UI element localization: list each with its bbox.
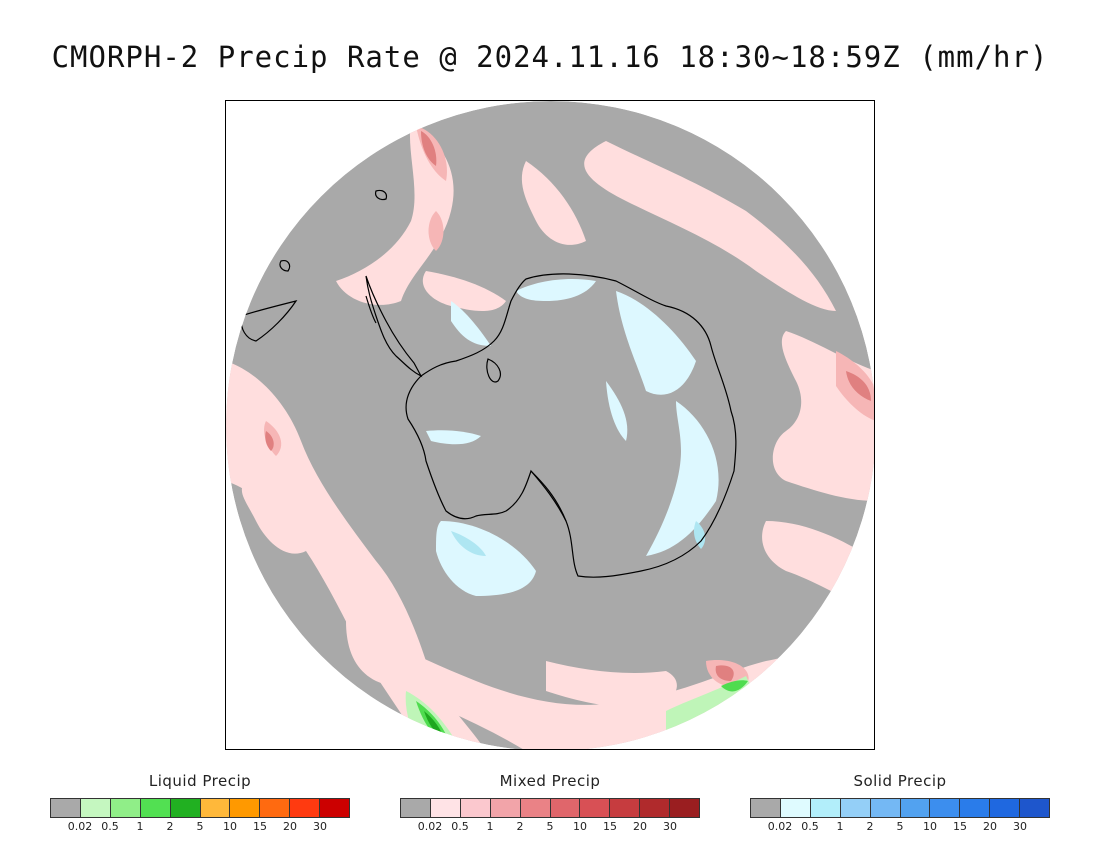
- legend-swatch: [580, 799, 611, 817]
- liquid-legend-title: Liquid Precip: [148, 772, 252, 790]
- mixed-precip-light-areas: [226, 121, 874, 749]
- legend-tick-label: 15: [253, 820, 267, 833]
- legend-tick-label: 10: [223, 820, 237, 833]
- legend-swatch: [140, 799, 171, 817]
- legend-swatch: [780, 799, 811, 817]
- new-zealand-coastline: [240, 300, 298, 342]
- mixed-legend-colorbar: [400, 798, 700, 818]
- coastline-group: [240, 189, 737, 578]
- antarctica-coastline: [405, 273, 737, 578]
- falkland-islands-coastline: [375, 189, 388, 201]
- antarctic-peninsula-coastline: [365, 275, 423, 378]
- polar-map-frame: [225, 100, 875, 750]
- legend-swatch: [840, 799, 871, 817]
- legend-swatch: [200, 799, 231, 817]
- legend-swatch: [930, 799, 961, 817]
- legend-swatch: [990, 799, 1021, 817]
- solid-precip-moderate-areas: [451, 521, 706, 556]
- legend-tick-label: 20: [633, 820, 647, 833]
- legend-tick-label: 1: [486, 820, 494, 833]
- precip-map: [226, 101, 874, 749]
- mixed-precip-legend: Mixed Precip 0.02 0.5 1 2 5 10 15 20 30: [400, 772, 700, 834]
- legend-tick-label: 2: [516, 820, 524, 833]
- legend-tick-label: 1: [136, 820, 144, 833]
- mixed-legend-ticks: 0.02 0.5 1 2 5 10 15 20 30: [400, 820, 700, 834]
- legend-swatch: [490, 799, 521, 817]
- legend-swatch: [51, 799, 81, 817]
- legend-swatch: [460, 799, 491, 817]
- legend-tick-label: 20: [283, 820, 297, 833]
- legend-tick-label: 10: [923, 820, 937, 833]
- legend-swatch: [430, 799, 461, 817]
- legend-swatch: [110, 799, 141, 817]
- mixed-precip-heavy-areas: [265, 131, 871, 681]
- ross-ice-shelf-edge: [530, 470, 567, 522]
- legend-swatch: [960, 799, 991, 817]
- legend-swatch: [810, 799, 841, 817]
- legend-tick-label: 15: [953, 820, 967, 833]
- south-america-tip-coastline: [365, 295, 377, 324]
- legend-swatch: [170, 799, 201, 817]
- legend-tick-label: 20: [983, 820, 997, 833]
- legend-tick-label: 0.02: [417, 820, 443, 833]
- legend-tick-label: 30: [313, 820, 327, 833]
- legend-swatch: [751, 799, 781, 817]
- liquid-legend-ticks: 0.02 0.5 1 2 5 10 15 20 30: [50, 820, 350, 834]
- legend-tick-label: 0.5: [801, 820, 819, 833]
- map-title: CMORPH-2 Precip Rate @ 2024.11.16 18:30~…: [51, 40, 1049, 74]
- legend-swatch: [80, 799, 111, 817]
- solid-legend-title: Solid Precip: [853, 772, 947, 790]
- legend-tick-label: 0.02: [767, 820, 793, 833]
- liquid-legend-colorbar: [50, 798, 350, 818]
- south-georgia-coastline: [279, 260, 291, 272]
- liquid-precip-legend: Liquid Precip 0.02 0.5 1 2 5 10 15 20 30: [50, 772, 350, 834]
- legend-tick-label: 2: [866, 820, 874, 833]
- legend-swatch: [610, 799, 641, 817]
- legend-tick-label: 2: [166, 820, 174, 833]
- legend-swatch: [900, 799, 931, 817]
- legend-tick-label: 0.5: [451, 820, 469, 833]
- weddell-coast-detail: [486, 358, 501, 383]
- legend-tick-label: 0.5: [101, 820, 119, 833]
- legend-swatch: [260, 799, 291, 817]
- legend-swatch: [230, 799, 261, 817]
- legend-tick-label: 5: [546, 820, 554, 833]
- globe-group: [226, 101, 874, 749]
- legend-swatch: [520, 799, 551, 817]
- legend-swatch: [401, 799, 431, 817]
- solid-precip-legend: Solid Precip 0.02 0.5 1 2 5 10 15 20 30: [750, 772, 1050, 834]
- legend-tick-label: 5: [196, 820, 204, 833]
- solid-legend-ticks: 0.02 0.5 1 2 5 10 15 20 30: [750, 820, 1050, 834]
- legend-swatch: [550, 799, 581, 817]
- legend-swatch: [670, 799, 700, 817]
- solid-legend-colorbar: [750, 798, 1050, 818]
- mixed-legend-title: Mixed Precip: [499, 772, 601, 790]
- legend-tick-label: 15: [603, 820, 617, 833]
- legend-tick-label: 30: [1013, 820, 1027, 833]
- legend-tick-label: 0.02: [67, 820, 93, 833]
- legend-swatch: [640, 799, 671, 817]
- legend-swatch: [870, 799, 901, 817]
- legend-tick-label: 30: [663, 820, 677, 833]
- legend-tick-label: 1: [836, 820, 844, 833]
- legend-swatch: [290, 799, 321, 817]
- legend-tick-label: 10: [573, 820, 587, 833]
- legend-swatch: [320, 799, 350, 817]
- legend-swatch: [1020, 799, 1050, 817]
- legend-tick-label: 5: [896, 820, 904, 833]
